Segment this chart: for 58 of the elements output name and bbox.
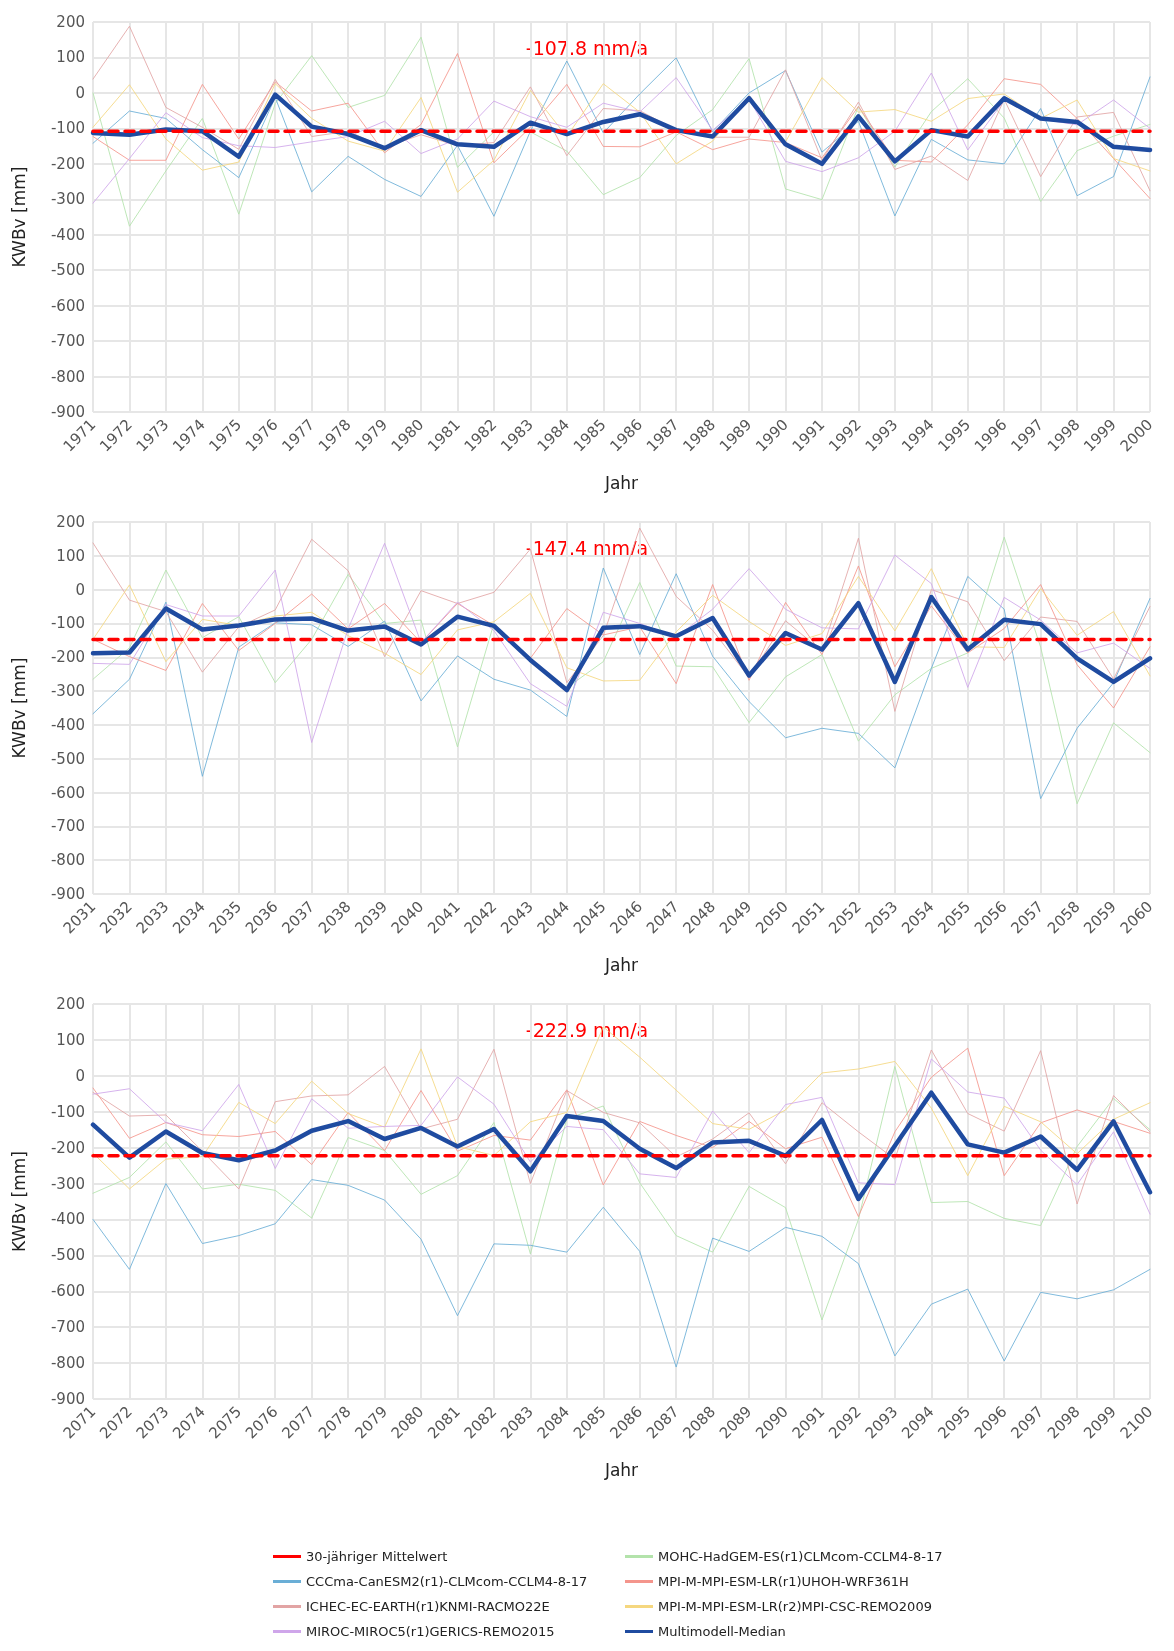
y-tick-label: -800: [50, 851, 85, 870]
y-tick-label: 200: [56, 13, 85, 31]
legend-label: 30-jähriger Mittelwert: [306, 1549, 448, 1564]
y-tick-label: -600: [50, 783, 85, 802]
y-tick-label: -900: [50, 885, 85, 903]
line-series: [92, 1065, 1151, 1321]
y-tick-label: -400: [50, 715, 85, 734]
y-tick-label: -200: [50, 1138, 85, 1157]
legend-label: CCCma-CanESM2(r1)-CLMcom-CCLM4-8-17: [306, 1574, 588, 1589]
y-tick-label: -400: [50, 1210, 85, 1229]
y-tick-label: 100: [56, 1030, 85, 1049]
x-axis-title: Jahr: [603, 954, 639, 975]
line-series: [92, 542, 1151, 743]
y-tick-label: -300: [50, 190, 85, 209]
y-tick-label: 200: [56, 513, 85, 531]
y-axis-title: KWBv [mm]: [8, 1151, 29, 1252]
y-tick-label: -300: [50, 1174, 85, 1193]
legend-label: ICHEC-EC-EARTH(r1)KNMI-RACMO22E: [306, 1599, 550, 1614]
y-tick-label: 0: [75, 83, 85, 102]
legend-label: Multimodell-Median: [658, 1624, 786, 1639]
y-axis-title: KWBv [mm]: [8, 657, 29, 759]
y-tick-label: -700: [50, 332, 85, 351]
legend-label: MIROC-MIROC5(r1)GERICS-REMO2015: [306, 1624, 555, 1639]
line-series: [90, 1090, 1153, 1202]
y-tick-label: -100: [50, 1102, 85, 1121]
y-tick-label: -300: [50, 682, 85, 701]
y-tick-label: 0: [75, 1066, 85, 1085]
y-tick-label: 0: [75, 580, 85, 599]
y-tick-label: -400: [50, 225, 85, 244]
legend-label: MOHC-HadGEM-ES(r1)CLMcom-CCLM4-8-17: [658, 1549, 943, 1564]
y-tick-label: -600: [50, 296, 85, 315]
y-tick-label: 100: [56, 48, 85, 67]
y-axis-title: KWBv [mm]: [8, 166, 29, 268]
y-tick-label: -600: [50, 1282, 85, 1301]
line-series: [92, 36, 1151, 227]
y-tick-label: -900: [50, 1390, 85, 1408]
x-axis-title: Jahr: [603, 472, 639, 493]
line-series: [92, 568, 1151, 682]
y-tick-label: -800: [50, 367, 85, 386]
y-tick-label: 200: [56, 995, 85, 1013]
y-tick-label: -900: [50, 403, 85, 421]
y-tick-label: 100: [56, 546, 85, 565]
y-tick-label: -100: [50, 119, 85, 138]
y-tick-label: -700: [50, 817, 85, 836]
y-tick-label: -800: [50, 1354, 85, 1373]
y-tick-label: -200: [50, 154, 85, 173]
legend-label: MPI-M-MPI-ESM-LR(r2)MPI-CSC-REMO2009: [658, 1599, 932, 1614]
y-tick-label: -500: [50, 1246, 85, 1265]
y-tick-label: -200: [50, 648, 85, 667]
y-tick-label: -500: [50, 261, 85, 280]
y-tick-label: -700: [50, 1318, 85, 1337]
legend-label: MPI-M-MPI-ESM-LR(r1)UHOH-WRF361H: [658, 1574, 909, 1589]
y-tick-label: -500: [50, 749, 85, 768]
line-series: [90, 594, 1153, 693]
line-series: [92, 527, 1151, 712]
x-axis-title: Jahr: [603, 1459, 639, 1480]
line-series: [92, 1179, 1151, 1368]
y-tick-label: -100: [50, 614, 85, 633]
